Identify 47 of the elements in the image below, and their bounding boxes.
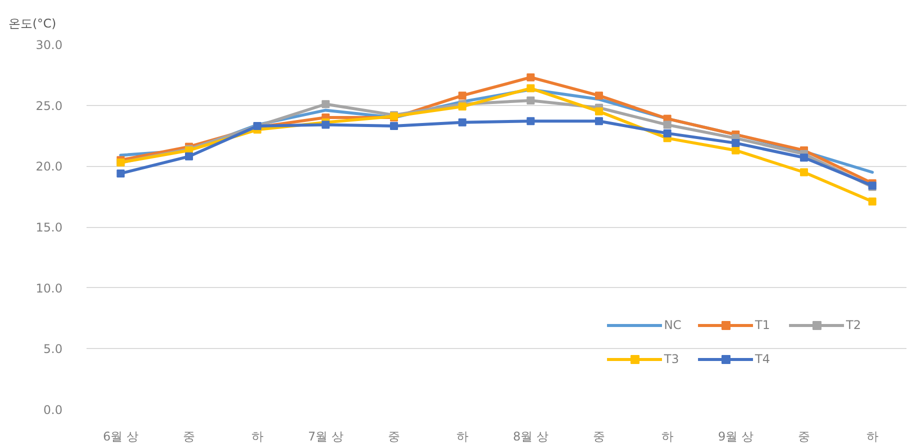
point (732, 139, 740, 148)
x-tick-label: 하 (866, 430, 878, 444)
x-tick-label: 하 (251, 430, 264, 444)
x-tick-label: 중 (388, 430, 400, 444)
point (116, 169, 125, 178)
legend-label: T1 (755, 318, 771, 332)
x-tick-label: 8월 상 (512, 430, 548, 444)
x-tick-label: 하 (456, 430, 468, 444)
point (800, 154, 808, 162)
point (458, 118, 466, 126)
legend-label: T3 (664, 352, 680, 366)
y-tick-label: 5.0 (43, 342, 63, 356)
point (595, 92, 603, 100)
point (595, 117, 603, 126)
point (800, 168, 808, 176)
point (526, 117, 535, 126)
point (663, 120, 672, 129)
x-tick-label: 하 (661, 430, 674, 444)
legend-label: T4 (755, 352, 771, 366)
point (185, 152, 193, 160)
point (390, 122, 398, 130)
legend-label: T2 (846, 318, 862, 332)
point (732, 146, 740, 154)
y-tick-label: 25.0 (36, 98, 62, 113)
x-tick-label: 9월 상 (718, 430, 754, 444)
x-tick-label: 7월 상 (308, 430, 344, 444)
point (663, 129, 672, 138)
x-tick-label: 6월 상 (102, 430, 138, 444)
x-tick-label: 중 (593, 430, 605, 444)
point (322, 120, 330, 129)
point (868, 197, 876, 206)
point (458, 92, 466, 100)
y-tick-label: 10.0 (36, 281, 62, 296)
x-tick-label: 중 (798, 430, 810, 444)
point (526, 96, 535, 104)
point (322, 100, 330, 108)
y-tick-label: 0.0 (43, 403, 63, 417)
point (526, 73, 535, 82)
y-tick-label: 15.0 (36, 220, 62, 234)
y-axis-title: 온도(°C) (8, 16, 56, 30)
point (595, 107, 603, 116)
legend-label: NC (664, 318, 682, 332)
y-tick-label: 20.0 (36, 160, 62, 174)
point (526, 84, 535, 92)
y-tick-label: 30.0 (36, 38, 62, 52)
point (458, 102, 466, 111)
x-tick-label: 중 (183, 430, 195, 444)
